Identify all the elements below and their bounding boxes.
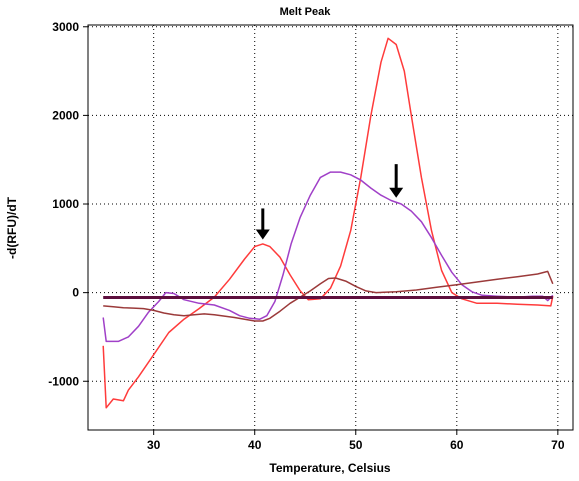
chart-title: Melt Peak bbox=[280, 6, 332, 18]
arrow-head bbox=[389, 187, 404, 198]
y-tick-label: 0 bbox=[72, 286, 79, 300]
series-line-2 bbox=[102, 171, 554, 343]
y-tick-label: 3000 bbox=[52, 20, 79, 34]
x-tick-label: 40 bbox=[248, 438, 262, 452]
arrow-head bbox=[255, 229, 270, 240]
series-line-3 bbox=[103, 270, 554, 322]
plot-area bbox=[87, 24, 574, 431]
axes: 30 40 50 60 70 -1000 0 1000 2000 3000 bbox=[48, 20, 565, 452]
series-line-1 bbox=[102, 37, 554, 409]
y-tick-label: 1000 bbox=[52, 197, 79, 211]
x-tick-label: 30 bbox=[147, 438, 161, 452]
y-axis-label: -d(RFU)/dT bbox=[5, 196, 19, 259]
x-tick-label: 70 bbox=[551, 438, 565, 452]
y-tick-label: 2000 bbox=[52, 108, 79, 122]
x-tick-label: 60 bbox=[450, 438, 464, 452]
annotations bbox=[255, 164, 404, 240]
x-axis-label: Temperature, Celsius bbox=[269, 461, 390, 475]
series-group bbox=[102, 37, 554, 409]
y-tick-label: -1000 bbox=[48, 374, 79, 388]
x-tick-label: 50 bbox=[349, 438, 363, 452]
